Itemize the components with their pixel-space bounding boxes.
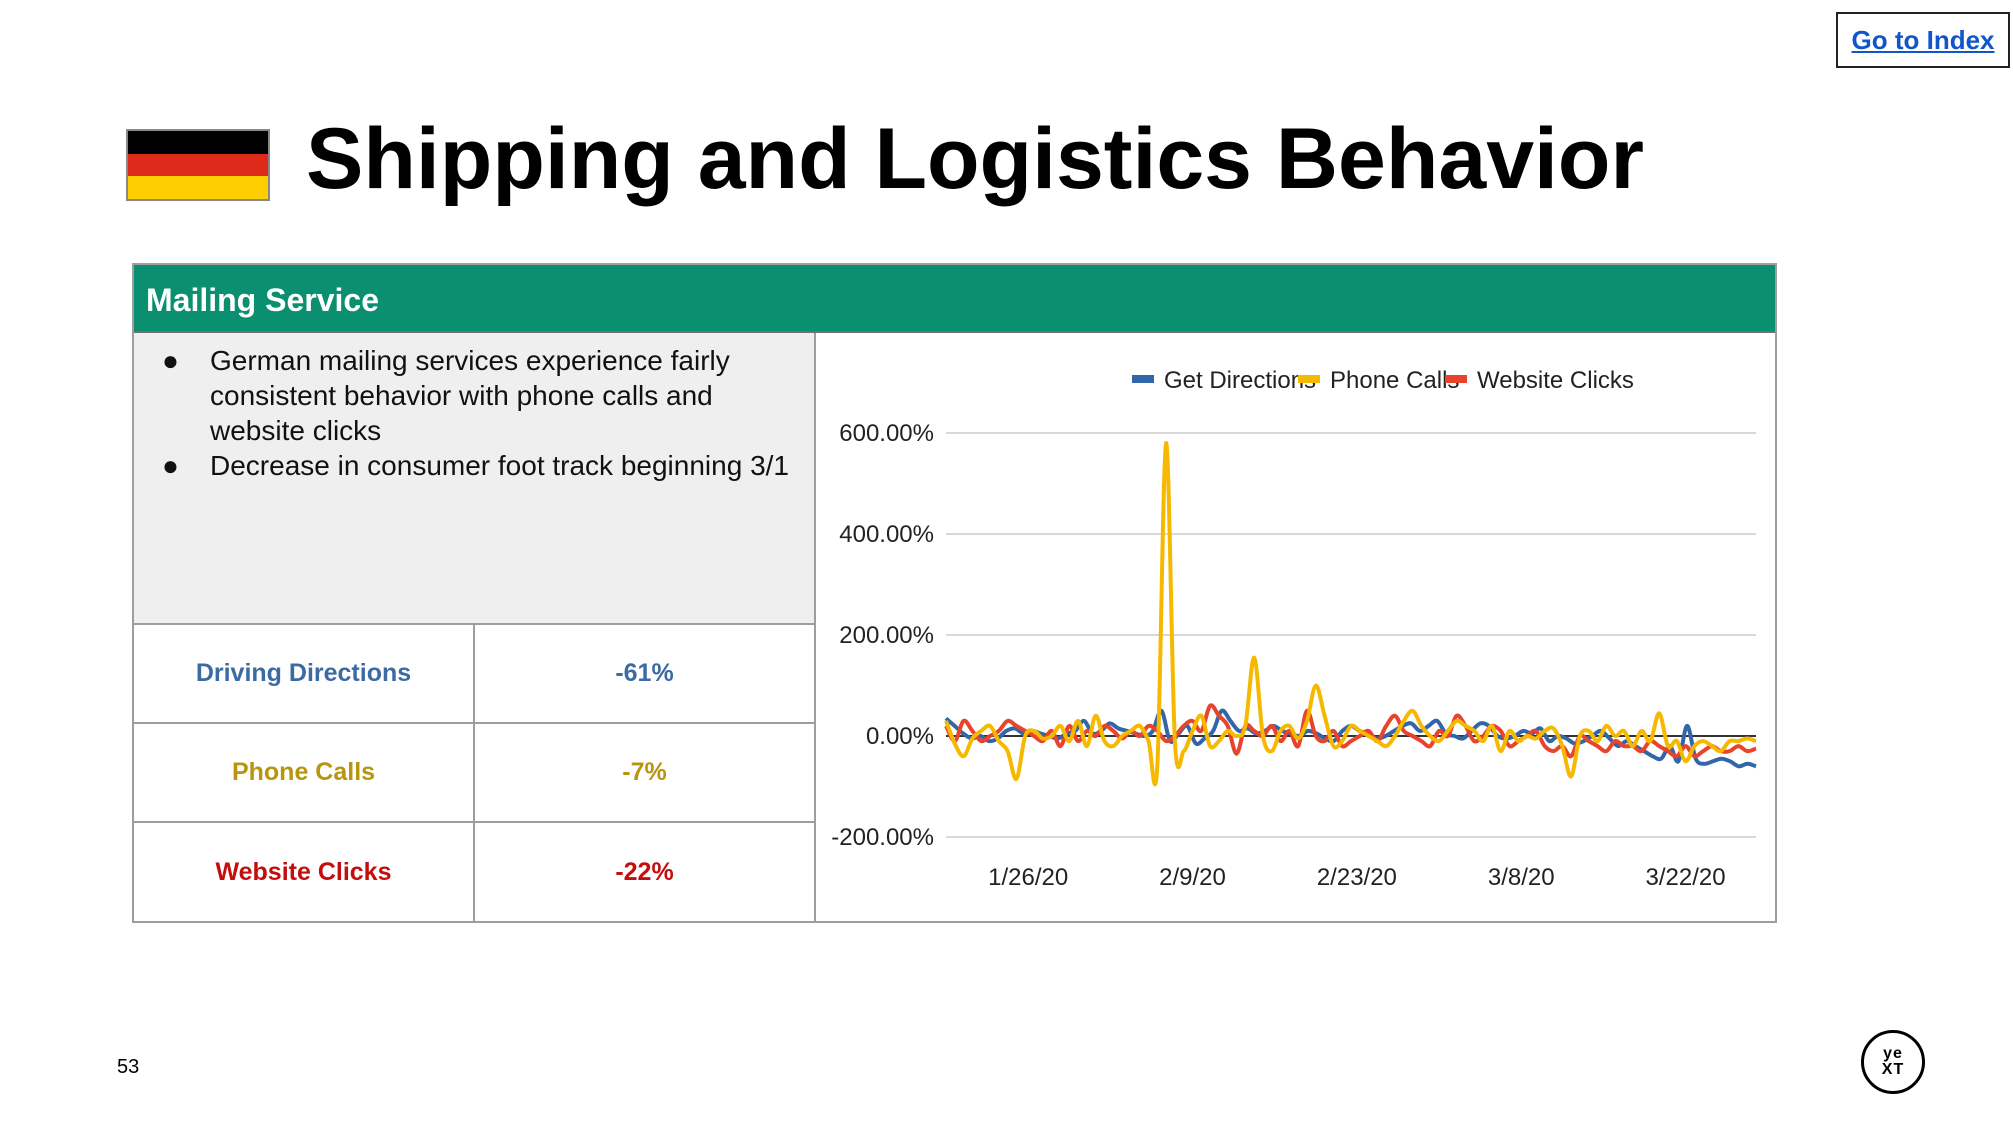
series-phone-calls xyxy=(944,441,1757,787)
metric-value: -61% xyxy=(475,625,816,722)
metrics-table: Driving Directions -61% Phone Calls -7% … xyxy=(134,625,816,922)
metric-row: Driving Directions -61% xyxy=(134,625,816,724)
yext-logo-icon: ye XT xyxy=(1861,1030,1925,1094)
page-title: Shipping and Logistics Behavior xyxy=(306,111,1644,207)
x-tick-label: 3/22/20 xyxy=(1646,864,1726,891)
bullet-icon: ● xyxy=(162,450,179,481)
notes-box: ● German mailing services experience fair… xyxy=(134,333,816,625)
metric-row: Phone Calls -7% xyxy=(134,724,816,823)
note-text: German mailing services experience fairl… xyxy=(210,345,730,446)
metric-value: -7% xyxy=(475,724,816,821)
legend-phone-calls: Phone Calls xyxy=(1330,367,1459,394)
x-tick-label: 2/9/20 xyxy=(1159,864,1226,891)
metric-label: Website Clicks xyxy=(134,823,475,922)
series-website-clicks xyxy=(944,703,1757,759)
logo-text-top: ye xyxy=(1883,1045,1903,1062)
x-tick-label: 1/26/20 xyxy=(988,864,1068,891)
notes-list: ● German mailing services experience fair… xyxy=(134,333,814,483)
flag-stripe-gold xyxy=(128,176,268,199)
legend-get-directions: Get Directions xyxy=(1164,367,1316,394)
y-tick-label: 200.00% xyxy=(839,622,934,649)
line-chart: 600.00% 400.00% 200.00% 0.00% -200.00% 1/26/2… xyxy=(816,333,1775,921)
legend-website-clicks: Website Clicks xyxy=(1477,367,1634,394)
bullet-icon: ● xyxy=(162,345,179,376)
germany-flag-icon xyxy=(126,129,270,201)
note-text: Decrease in consumer foot track beginnin… xyxy=(210,450,789,481)
note-item: ● German mailing services experience fair… xyxy=(134,343,814,448)
logo-text-bottom: XT xyxy=(1881,1061,1905,1078)
y-tick-label: 0.00% xyxy=(866,723,934,750)
legend-get-directions-swatch xyxy=(1132,375,1154,383)
metric-row: Website Clicks -22% xyxy=(134,823,816,922)
x-tick-label: 2/23/20 xyxy=(1317,864,1397,891)
y-tick-label: 600.00% xyxy=(839,420,934,447)
y-tick-label: 400.00% xyxy=(839,521,934,548)
go-to-index-link[interactable]: Go to Index xyxy=(1851,24,1995,55)
metric-label: Phone Calls xyxy=(134,724,475,821)
flag-stripe-black xyxy=(128,131,268,154)
mailing-service-panel: Mailing Service ● German mailing services… xyxy=(132,263,1777,923)
panel-header: Mailing Service xyxy=(134,265,1775,333)
go-to-index-box: Go to Index xyxy=(1836,12,2010,68)
x-tick-label: 3/8/20 xyxy=(1488,864,1555,891)
metric-label: Driving Directions xyxy=(134,625,475,722)
note-item: ● Decrease in consumer foot track beginni… xyxy=(134,448,814,483)
metric-value: -22% xyxy=(475,823,816,922)
legend-phone-calls-swatch xyxy=(1298,375,1320,383)
legend-website-clicks-swatch xyxy=(1445,375,1467,383)
page-number: 53 xyxy=(117,1056,140,1078)
flag-stripe-red xyxy=(128,153,268,177)
line-chart-svg: 600.00% 400.00% 200.00% 0.00% -200.00% 1/26/2… xyxy=(831,367,1757,891)
y-tick-label: -200.00% xyxy=(831,824,934,851)
panel-header-label: Mailing Service xyxy=(146,282,379,318)
